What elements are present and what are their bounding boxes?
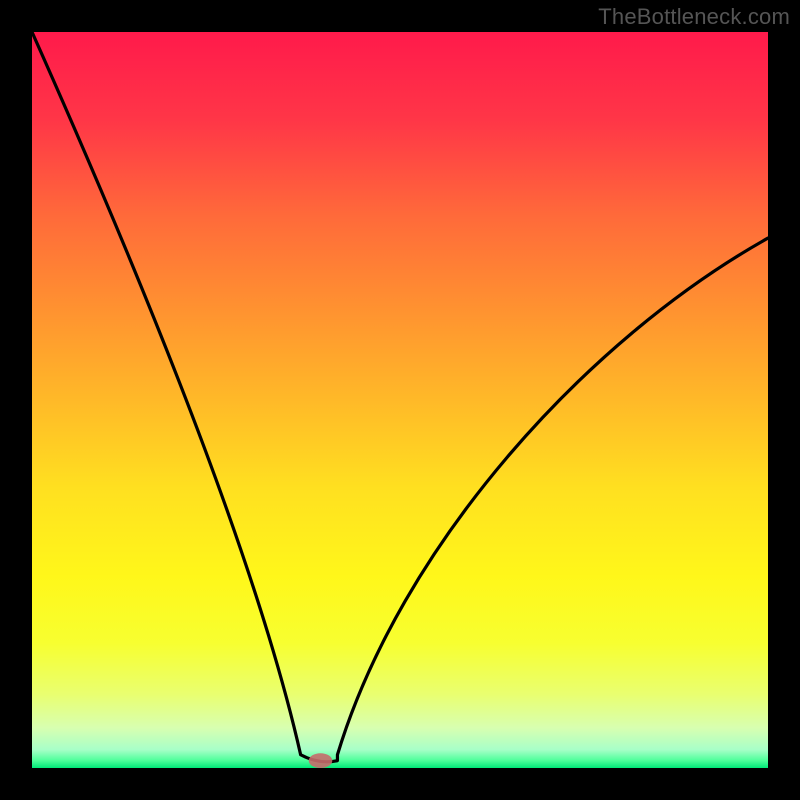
watermark-text: TheBottleneck.com (598, 4, 790, 30)
chart-stage: TheBottleneck.com (0, 0, 800, 800)
apex-marker (309, 753, 333, 768)
bottleneck-chart-svg (0, 0, 800, 800)
plot-background (32, 32, 768, 768)
